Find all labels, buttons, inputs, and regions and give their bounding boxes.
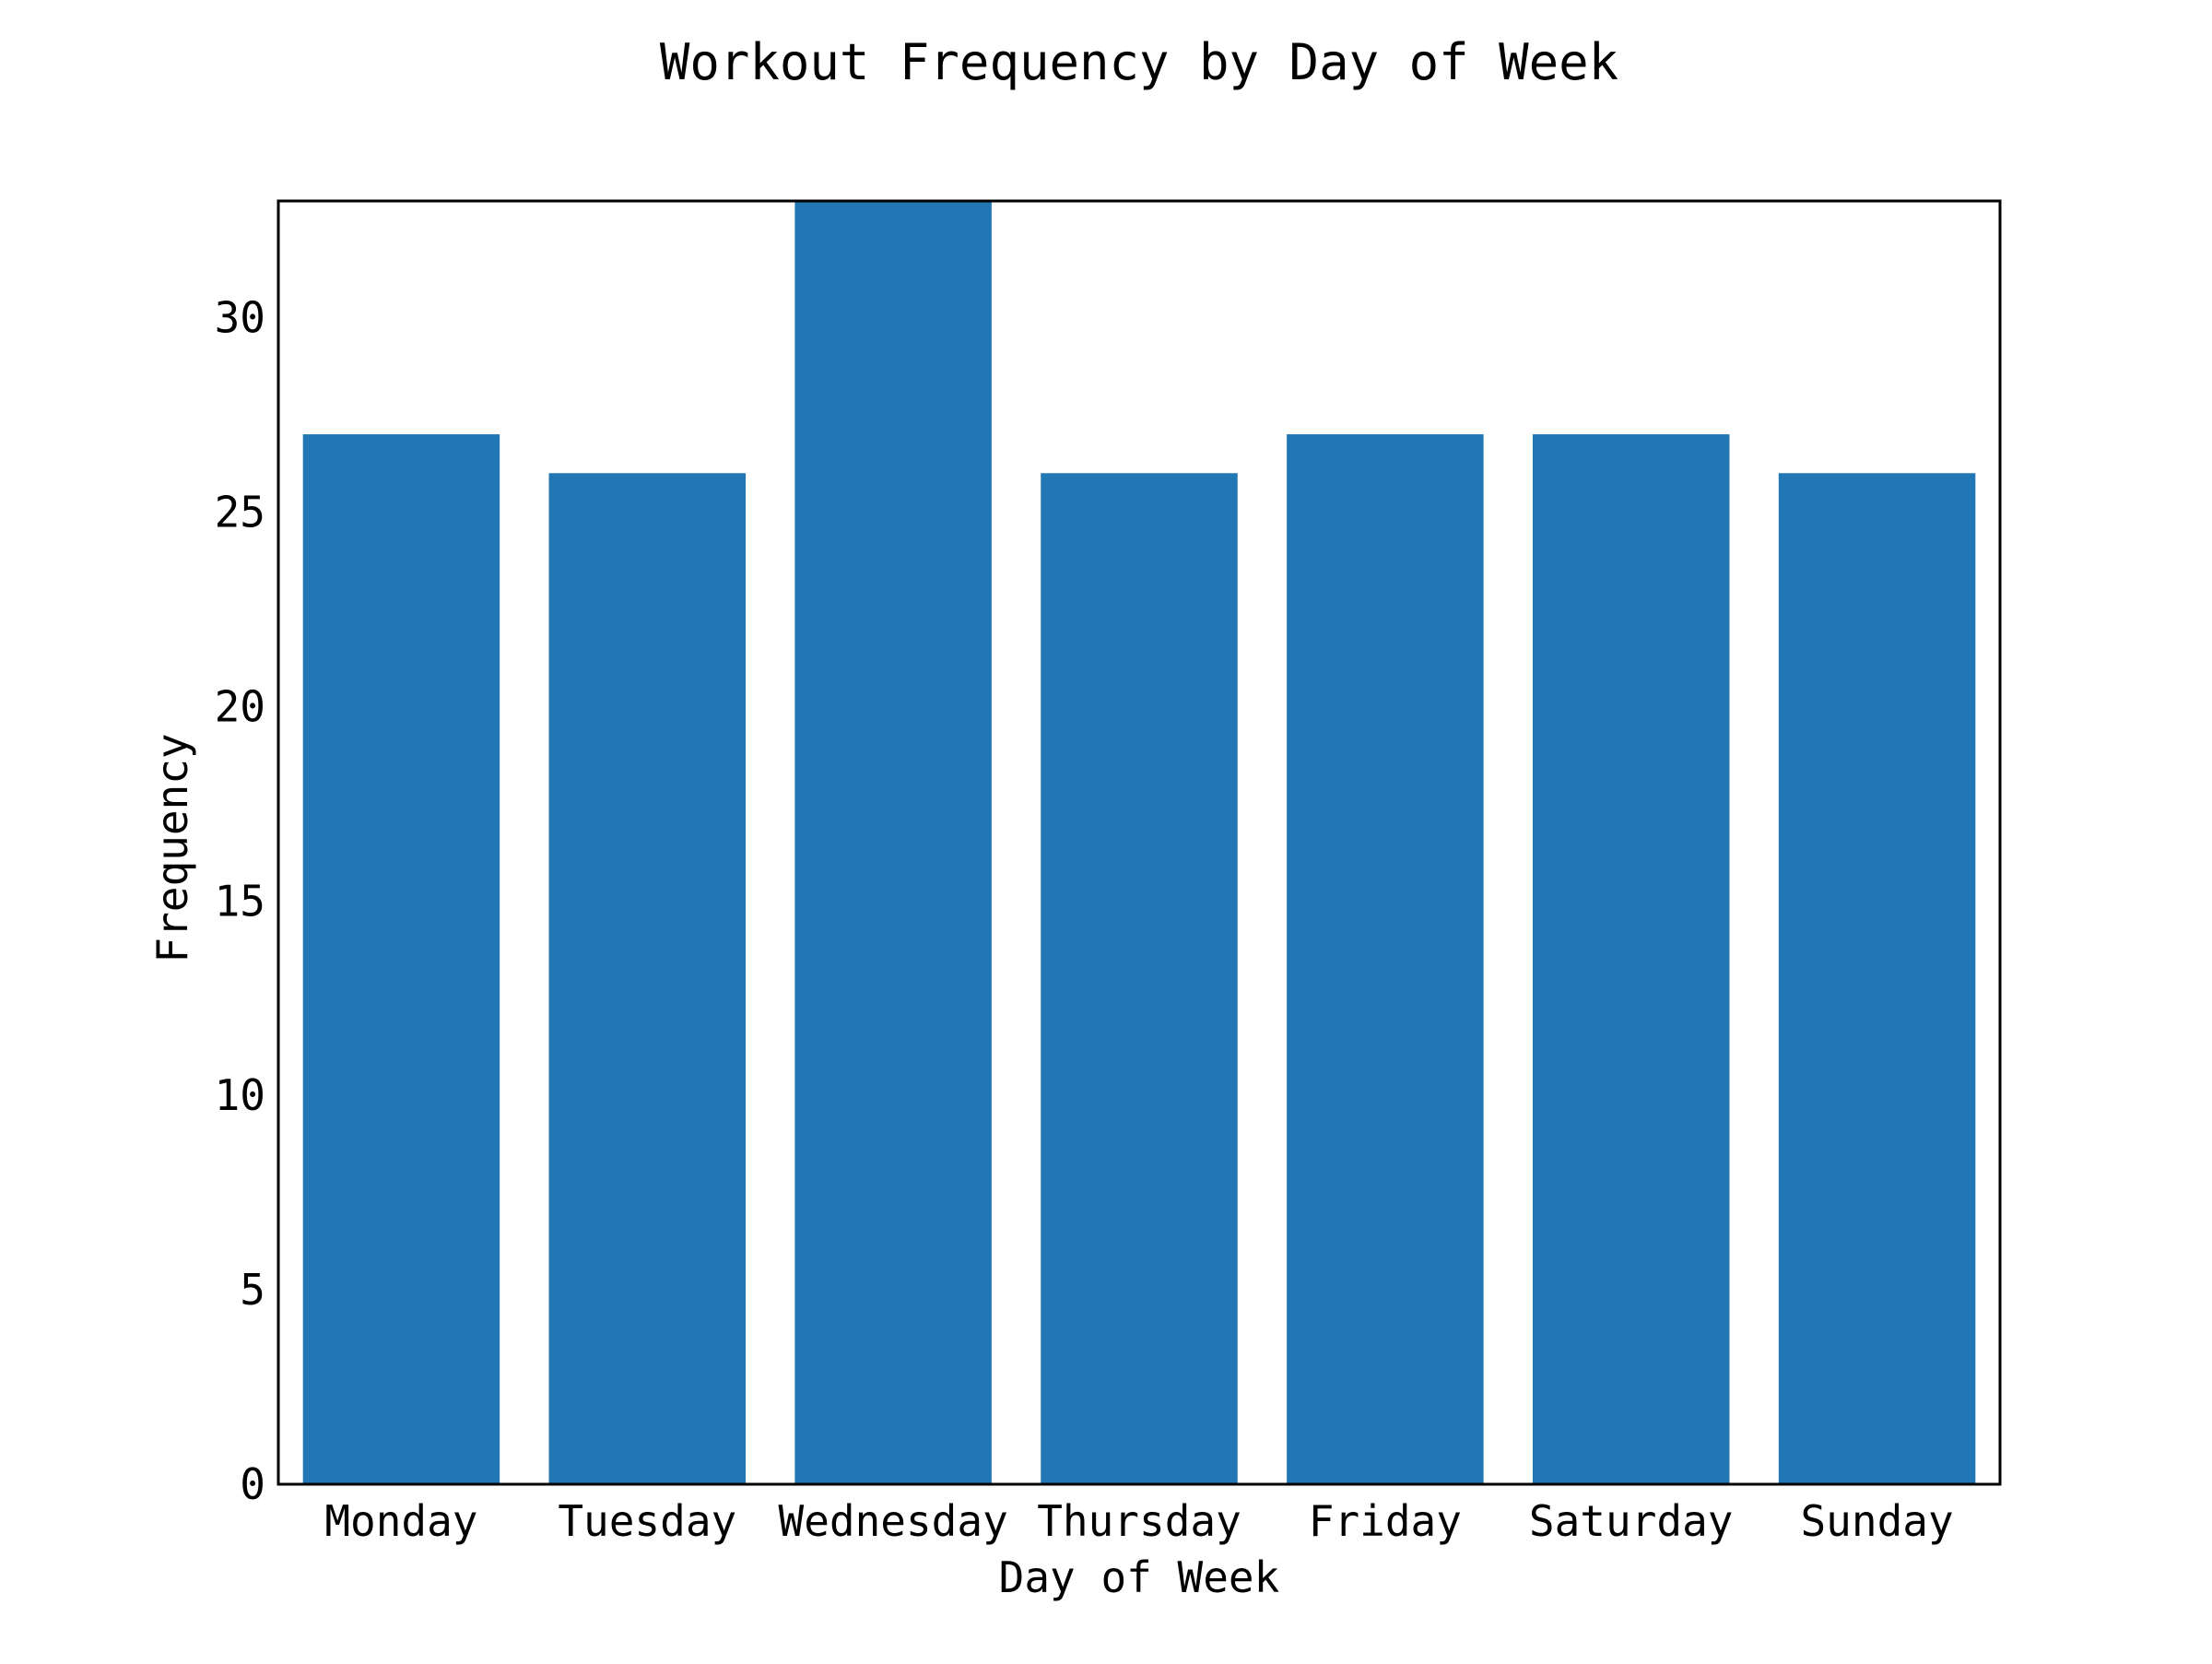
bar-sunday	[1778, 473, 1976, 1484]
y-tick-label-10: 10	[215, 1070, 265, 1120]
x-tick-label-saturday: Saturday	[1529, 1496, 1734, 1546]
x-axis-ticks: Monday Tuesday Wednesday Thursday Friday Satu…	[324, 1496, 1953, 1546]
bar-thursday	[1041, 473, 1238, 1484]
bar-wednesday	[794, 201, 992, 1484]
x-axis-label: Day of Week	[999, 1552, 1280, 1602]
y-tick-label-30: 30	[215, 293, 265, 343]
plot-frame	[276, 199, 2002, 1486]
bar-monday	[302, 434, 500, 1484]
bar-tuesday	[548, 473, 747, 1484]
y-tick-label-20: 20	[215, 681, 265, 731]
x-tick-label-sunday: Sunday	[1800, 1496, 1953, 1546]
x-tick-label-monday: Monday	[324, 1496, 477, 1546]
y-tick-label-25: 25	[215, 487, 265, 537]
y-axis-ticks: 0 5 10 15 20 25 30	[215, 293, 265, 1509]
y-tick-label-0: 0	[240, 1459, 265, 1509]
y-tick-label-5: 5	[240, 1265, 265, 1315]
chart-title: Workout Frequency by Day of Week	[660, 33, 1618, 91]
y-tick-label-15: 15	[215, 876, 265, 926]
bars-group	[302, 201, 1976, 1484]
x-tick-label-thursday: Thursday	[1037, 1496, 1241, 1546]
x-tick-label-wednesday: Wednesday	[779, 1496, 1008, 1546]
y-axis-label: Frequency	[147, 733, 197, 962]
bar-saturday	[1532, 434, 1730, 1484]
bar-friday	[1287, 434, 1484, 1484]
x-tick-label-friday: Friday	[1309, 1496, 1462, 1546]
x-tick-label-tuesday: Tuesday	[558, 1496, 736, 1546]
